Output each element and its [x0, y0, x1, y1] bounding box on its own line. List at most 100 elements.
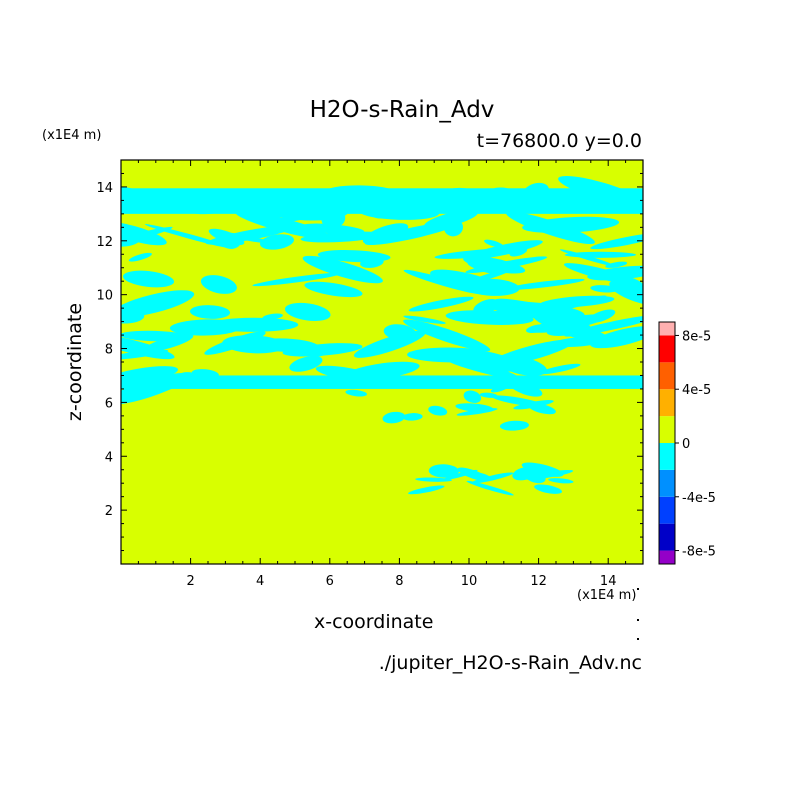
x-tick-label: 12: [530, 574, 547, 589]
negative-region: [538, 363, 581, 375]
negative-region: [169, 319, 243, 336]
colorbar-segment: [659, 389, 675, 417]
negative-region: [455, 265, 520, 288]
colorbar-segment: [659, 443, 675, 470]
negative-region: [609, 279, 643, 306]
negative-region: [252, 272, 343, 287]
negative-region: [144, 334, 194, 352]
negative-region: [122, 270, 175, 288]
x-tick-label: 10: [461, 574, 478, 589]
y-tick-label: 4: [105, 450, 113, 465]
chart-subtitle: t=76800.0 y=0.0: [476, 130, 642, 152]
negative-region: [300, 231, 383, 243]
negative-region: [262, 313, 283, 320]
colorbar-tick-label: -8e-5: [682, 545, 716, 560]
negative-region: [235, 210, 333, 240]
negative-region: [408, 296, 474, 312]
negative-region: [189, 305, 231, 319]
negative-region: [403, 269, 486, 295]
negative-region: [121, 188, 643, 214]
negative-region: [253, 338, 319, 353]
negative-region: [463, 390, 482, 403]
x-axis-label: x-coordinate: [314, 611, 434, 633]
y-tick-label: 2: [105, 504, 113, 519]
x-tick-label: 4: [256, 574, 264, 589]
negative-region: [362, 223, 409, 245]
x-axis-unit: (x1E4 m): [577, 588, 637, 603]
colorbar-segment: [659, 550, 675, 564]
negative-region: [534, 484, 563, 494]
negative-region: [523, 469, 574, 480]
negative-region: [128, 252, 152, 262]
negative-region: [208, 228, 245, 246]
negative-region: [466, 480, 514, 496]
colorbar: -8e-5 -4e-5 0 4e-5 8e-5: [658, 321, 716, 565]
colorbar-tick-label: 8e-5: [682, 329, 711, 344]
axis-ticks: 2 4 6 8 10 12 14 2 4 6 8 10 12 14: [96, 160, 643, 589]
y-tick-label: 8: [105, 343, 113, 358]
y-axis-unit: (x1E4 m): [42, 128, 102, 143]
negative-region: [484, 239, 504, 248]
negative-region: [284, 302, 331, 322]
negative-region: [121, 226, 173, 253]
negative-region: [302, 255, 383, 284]
colorbar-tick-label: -4e-5: [682, 491, 716, 506]
negative-region: [548, 478, 574, 484]
colorbar-segment: [659, 416, 675, 443]
negative-region: [415, 477, 452, 482]
negative-region: [321, 209, 346, 229]
colorbar-segment: [659, 362, 675, 390]
negative-region: [587, 265, 643, 281]
negative-region: [121, 309, 145, 324]
negative-region: [479, 392, 498, 398]
negative-region: [499, 420, 529, 431]
negative-region: [200, 275, 237, 294]
negative-region: [463, 471, 490, 480]
negative-region: [345, 389, 367, 397]
colorbar-tick-label: 4e-5: [682, 383, 711, 398]
negative-region: [289, 355, 323, 372]
marker-dot: [637, 588, 639, 590]
negative-region: [590, 232, 643, 250]
negative-region: [382, 411, 406, 424]
negative-region: [495, 298, 587, 323]
negative-region: [487, 339, 574, 367]
colorbar-segment: [659, 523, 675, 551]
x-tick-label: 2: [186, 574, 194, 589]
negative-region: [408, 485, 445, 495]
chart-title: H2O-s-Rain_Adv: [309, 97, 495, 123]
negative-region: [300, 223, 365, 235]
x-tick-label: 8: [395, 574, 403, 589]
negative-region: [466, 240, 543, 260]
negative-region: [471, 472, 514, 484]
colorbar-tick-label: 0: [682, 437, 690, 452]
negative-region: [121, 334, 175, 360]
y-tick-label: 6: [105, 396, 113, 411]
negative-region: [428, 464, 459, 478]
negative-region: [403, 315, 446, 324]
negative-region: [531, 295, 607, 317]
negative-region: [506, 211, 595, 245]
y-tick-label: 10: [96, 289, 113, 304]
negative-region: [456, 408, 498, 416]
colorbar-segment: [659, 322, 675, 336]
colorbar-segment: [659, 496, 675, 524]
negative-region: [529, 314, 607, 333]
negative-region: [360, 257, 384, 268]
negative-region: [445, 310, 534, 325]
negative-region: [505, 278, 585, 290]
negative-contour-layer: [121, 176, 643, 496]
y-tick-label: 14: [96, 181, 113, 196]
x-tick-label: 6: [326, 574, 334, 589]
colorbar-segment: [659, 335, 675, 363]
negative-region: [121, 221, 167, 246]
negative-region: [204, 331, 266, 355]
negative-region: [428, 405, 448, 416]
negative-region: [564, 251, 637, 258]
negative-region: [304, 281, 363, 298]
negative-region: [121, 375, 643, 389]
negative-region: [353, 330, 426, 358]
y-tick-label: 12: [96, 235, 113, 250]
marker-dot: [637, 619, 639, 621]
